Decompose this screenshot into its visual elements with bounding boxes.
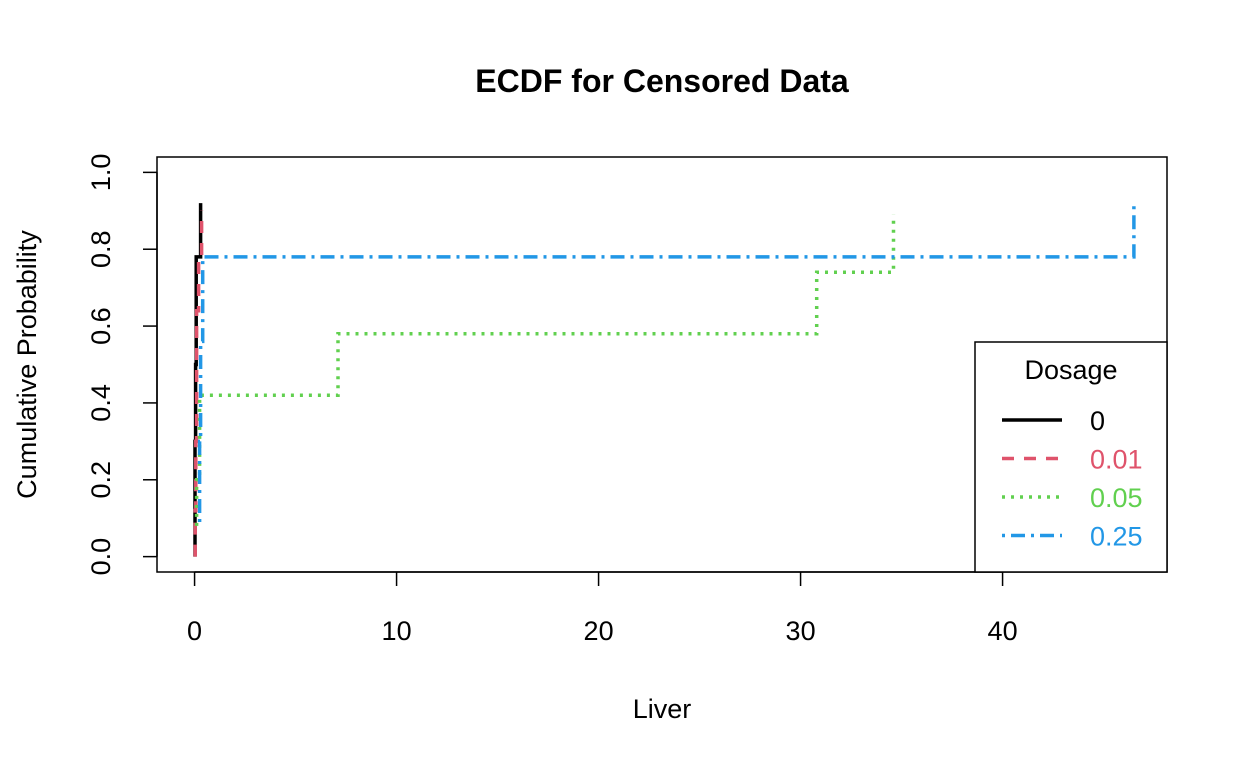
legend-label: 0.05 (1090, 483, 1143, 513)
y-tick-label: 1.0 (86, 154, 116, 192)
legend-title: Dosage (1024, 355, 1117, 385)
series-line-0-01 (193, 210, 204, 557)
series-line-0-05 (194, 214, 896, 526)
x-tick-label: 10 (382, 616, 412, 646)
x-axis: 0 10 20 30 40 (187, 571, 1018, 646)
x-tick-label: 20 (584, 616, 614, 646)
x-tick-label: 0 (187, 616, 202, 646)
y-tick-label: 0.6 (86, 307, 116, 345)
series-group (193, 203, 1136, 557)
y-axis: 0.0 0.2 0.4 0.6 0.8 1.0 (86, 154, 158, 576)
chart-title: ECDF for Censored Data (475, 63, 849, 99)
legend-label: 0.25 (1090, 522, 1143, 552)
series-line-0-25 (197, 203, 1136, 522)
x-tick-label: 30 (786, 616, 816, 646)
y-tick-label: 0.4 (86, 384, 116, 422)
legend: Dosage 0 0.01 0.05 0.25 (974, 341, 1168, 573)
y-tick-label: 0.2 (86, 461, 116, 499)
x-tick-label: 40 (988, 616, 1018, 646)
y-tick-label: 0.8 (86, 230, 116, 268)
legend-entries: 0 0.01 0.05 0.25 (1002, 406, 1143, 552)
legend-label: 0 (1090, 406, 1105, 436)
y-axis-label: Cumulative Probability (12, 230, 42, 499)
legend-label: 0.01 (1090, 445, 1143, 475)
y-tick-label: 0.0 (86, 538, 116, 576)
x-axis-label: Liver (633, 694, 692, 724)
